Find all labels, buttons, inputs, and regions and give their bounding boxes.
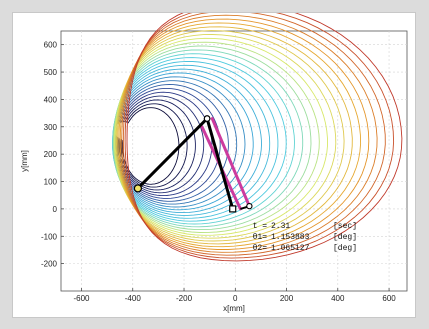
- y-axis-ticks: -200 -100 0 100 200 300 400 500 600: [41, 41, 64, 269]
- trajectory-curves: [112, 3, 403, 262]
- elbow-joint: [203, 115, 211, 122]
- trajectory-plot: -600 -400 -200 0 200 400 600 -200 -100 0 100 200 30…: [20, 3, 408, 313]
- readout-theta1-value: 1.153883: [271, 233, 310, 242]
- x-tick-label: -400: [125, 294, 142, 303]
- tip-joint: [229, 205, 237, 213]
- y-tick-label: 600: [44, 41, 58, 50]
- robot-arm: [133, 115, 253, 213]
- trajectory-curve: [112, 64, 271, 216]
- trajectory-curve: [112, 60, 279, 219]
- readout-t-value: 2.31: [271, 222, 290, 231]
- y-tick-label: 200: [44, 150, 58, 159]
- readout-theta2-unit: [deg]: [333, 244, 357, 253]
- trajectory-curve: [116, 30, 345, 242]
- trajectory-curve: [112, 68, 262, 214]
- y-tick-label: -200: [41, 260, 58, 269]
- readout-theta2-value: 1.065127: [271, 244, 310, 253]
- trajectory-curve: [122, 107, 180, 185]
- trajectory-curve: [112, 49, 304, 228]
- trajectory-curve: [119, 99, 196, 191]
- trajectory-curve: [113, 80, 238, 205]
- x-tick-label: -200: [176, 294, 193, 303]
- end-joint: [246, 203, 253, 210]
- x-tick-label: 600: [382, 294, 396, 303]
- trajectory-curve: [113, 76, 246, 208]
- trajectory-curve: [115, 34, 337, 239]
- trajectory-curve: [113, 41, 320, 233]
- readout-theta2-label: θ2=: [253, 244, 268, 253]
- readout-theta1-unit: [deg]: [333, 233, 357, 242]
- trajectory-curve: [112, 57, 287, 222]
- trajectory-curve: [112, 53, 295, 225]
- readout-theta1-label: θ1=: [253, 233, 268, 242]
- x-tick-label: -600: [73, 294, 90, 303]
- y-tick-label: 0: [53, 205, 58, 214]
- base-joint: [133, 184, 142, 193]
- y-tick-label: -100: [41, 232, 58, 241]
- grid-lines: [61, 31, 407, 291]
- figure-window: -600 -400 -200 0 200 400 600 -200 -100 0 100 200 30…: [12, 3, 416, 318]
- y-axis-label: y[mm]: [20, 150, 29, 172]
- trajectory-curve: [122, 10, 386, 256]
- pink-link: [210, 117, 251, 208]
- y-tick-label: 100: [44, 178, 58, 187]
- readout-t-label: t =: [253, 222, 268, 231]
- trajectory-curve: [114, 37, 328, 236]
- trajectory-curve: [124, 7, 395, 259]
- y-tick-label: 300: [44, 123, 58, 132]
- upper-arm-link: [136, 117, 209, 190]
- x-axis-label: x[mm]: [223, 304, 245, 313]
- x-tick-label: 400: [331, 294, 345, 303]
- trajectory-curve: [117, 95, 205, 194]
- x-axis-ticks: -600 -400 -200 0 200 400 600: [73, 288, 396, 303]
- x-tick-label: 0: [233, 294, 238, 303]
- trajectory-curve: [113, 45, 312, 231]
- trajectory-curve: [126, 3, 403, 262]
- trajectory-curve: [114, 84, 229, 202]
- trajectory-curve: [116, 91, 213, 197]
- state-readout: t = 2.31 [sec] θ1= 1.153883 [deg] θ2= 1.…: [253, 222, 357, 253]
- x-tick-label: 200: [280, 294, 294, 303]
- y-tick-label: 400: [44, 95, 58, 104]
- y-tick-label: 500: [44, 68, 58, 77]
- forearm-link: [205, 117, 235, 211]
- readout-t-unit: [sec]: [333, 222, 357, 231]
- trajectory-curve: [120, 103, 188, 188]
- trajectory-curve: [112, 72, 254, 211]
